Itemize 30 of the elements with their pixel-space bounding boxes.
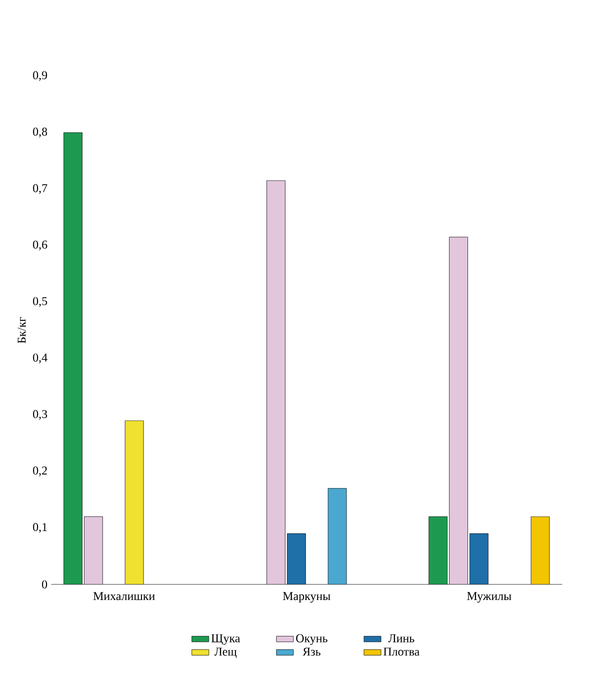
y-tick-label: 0,5 — [33, 297, 48, 307]
bar — [530, 516, 550, 584]
y-tick-label: 0,2 — [33, 466, 47, 476]
legend-label: Линь — [388, 634, 414, 642]
x-tick-label: Мужилы — [467, 592, 512, 603]
y-tick-label: 0,1 — [33, 523, 47, 533]
legend-label: Плотва — [384, 648, 420, 656]
y-tick-label: 0 — [42, 580, 48, 588]
bar — [428, 516, 448, 584]
y-tick-label: 0,9 — [33, 71, 48, 81]
legend-label: Окунь — [296, 634, 328, 645]
bar — [125, 420, 144, 584]
y-tick-label: 0,8 — [33, 128, 48, 138]
bar — [287, 534, 306, 584]
legend-label: Лещ — [214, 648, 237, 658]
bar — [449, 236, 468, 584]
x-tick-label: Михалишки — [94, 592, 155, 600]
legend-label: Язь — [302, 648, 321, 656]
x-tick-label: Маркуны — [283, 592, 330, 603]
y-tick-label: 0,3 — [33, 410, 48, 420]
y-axis-title: Бк/кг — [18, 317, 26, 344]
legend-label: Щука — [211, 634, 240, 645]
bar — [64, 132, 82, 584]
y-tick-label: 0,6 — [33, 240, 48, 250]
y-tick-label: 0,7 — [33, 184, 48, 194]
bar — [470, 533, 489, 584]
bar — [328, 488, 347, 584]
bar — [266, 180, 286, 584]
y-tick-label: 0,4 — [33, 354, 48, 364]
bar — [84, 516, 103, 584]
